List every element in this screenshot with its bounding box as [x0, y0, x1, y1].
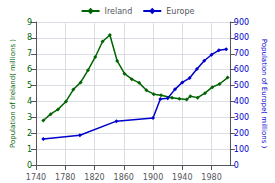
svg-text:1820: 1820: [84, 173, 104, 182]
svg-text:1980: 1980: [201, 173, 221, 182]
svg-text:600: 600: [234, 65, 249, 74]
svg-text:3: 3: [27, 113, 32, 122]
svg-text:0: 0: [27, 161, 32, 170]
svg-text:1900: 1900: [143, 173, 163, 182]
svg-text:400: 400: [234, 97, 249, 106]
svg-text:9: 9: [27, 18, 32, 27]
svg-text:5: 5: [27, 81, 32, 90]
svg-text:800: 800: [234, 33, 249, 42]
svg-text:0: 0: [234, 161, 239, 170]
svg-text:1860: 1860: [114, 173, 134, 182]
svg-text:Ireland: Ireland: [105, 7, 133, 16]
svg-text:7: 7: [27, 49, 32, 58]
svg-text:1: 1: [27, 145, 32, 154]
svg-text:1780: 1780: [55, 173, 75, 182]
svg-text:6: 6: [27, 65, 32, 74]
svg-text:900: 900: [234, 18, 249, 27]
svg-text:200: 200: [234, 129, 249, 138]
svg-text:Europe: Europe: [166, 7, 194, 16]
svg-text:500: 500: [234, 81, 249, 90]
svg-text:4: 4: [27, 97, 32, 106]
svg-text:300: 300: [234, 113, 249, 122]
svg-text:700: 700: [234, 49, 249, 58]
svg-text:8: 8: [27, 33, 32, 42]
svg-text:Population of Europe( millions: Population of Europe( millions ): [260, 39, 268, 149]
svg-text:Population of Ireland( million: Population of Ireland( millions ): [9, 39, 17, 148]
svg-text:1940: 1940: [172, 173, 192, 182]
svg-text:2: 2: [27, 129, 32, 138]
svg-text:1740: 1740: [26, 173, 46, 182]
svg-text:100: 100: [234, 145, 249, 154]
